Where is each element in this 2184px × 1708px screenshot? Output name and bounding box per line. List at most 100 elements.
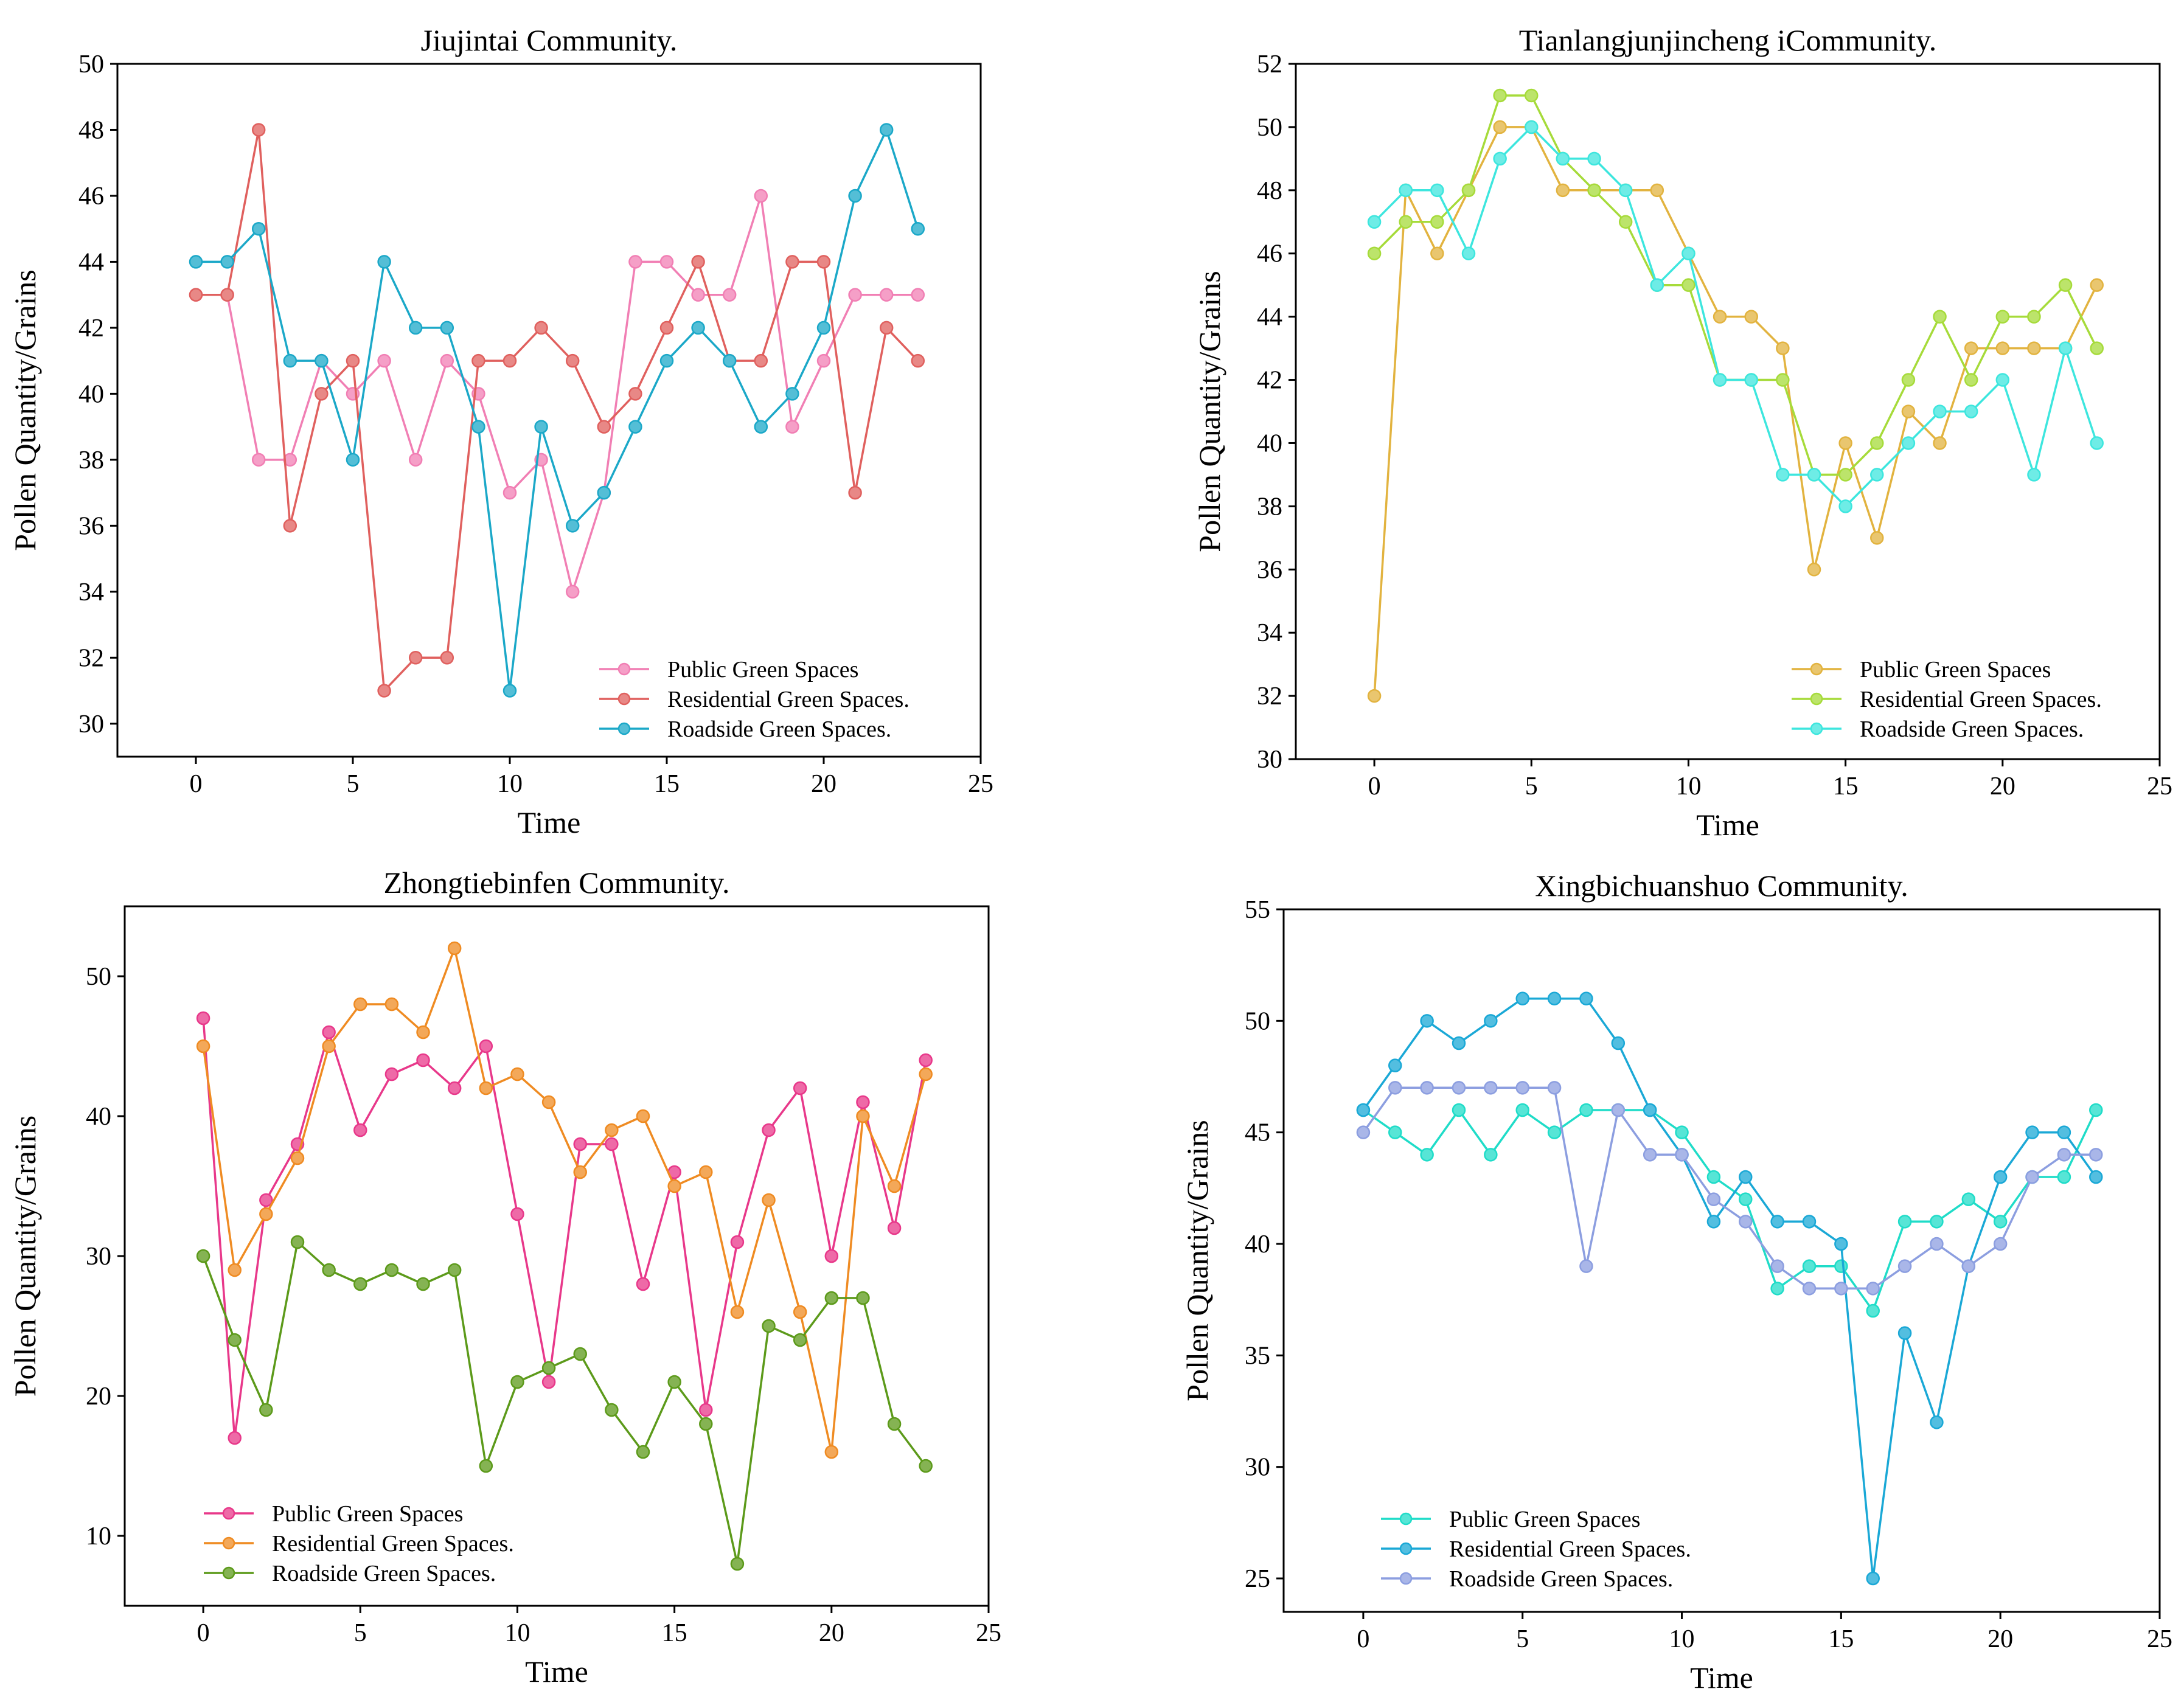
legend-marker — [1399, 1512, 1413, 1526]
data-point — [534, 420, 548, 434]
data-point — [911, 353, 925, 368]
x-tick-label: 20 — [1988, 1625, 2013, 1653]
series-3 — [196, 1235, 933, 1571]
data-point — [754, 420, 768, 434]
data-point — [2057, 1170, 2071, 1184]
legend-marker — [617, 692, 631, 706]
data-point — [1515, 991, 1529, 1005]
y-tick-label: 36 — [78, 512, 104, 540]
data-point — [1776, 373, 1790, 387]
data-point — [919, 1067, 933, 1081]
data-point — [259, 1207, 273, 1221]
y-tick-label: 30 — [86, 1243, 111, 1271]
legend-marker — [222, 1507, 235, 1520]
y-tick-label: 52 — [1257, 50, 1282, 78]
data-point — [1995, 373, 2010, 387]
x-axis-label: Time — [1696, 808, 1759, 842]
legend: Public Green Spaces Residential Green Spa… — [1381, 1507, 1691, 1592]
data-point — [1993, 1170, 2008, 1184]
data-point — [189, 255, 203, 269]
legend-marker — [222, 1566, 235, 1580]
data-point — [565, 585, 580, 599]
y-tick-label: 35 — [1245, 1342, 1270, 1370]
legend-label: Public Green Spaces — [1449, 1507, 1640, 1532]
data-point — [1961, 1192, 1976, 1206]
y-tick-label: 50 — [1257, 114, 1282, 142]
legend-marker — [222, 1536, 235, 1550]
data-point — [1547, 991, 1562, 1005]
data-point — [1643, 1103, 1657, 1117]
series-2 — [1356, 991, 2103, 1586]
data-point — [322, 1025, 336, 1040]
legend-label: Residential Green Spaces. — [667, 687, 909, 712]
chart-title: Xingbichuanshuo Community. — [1535, 869, 1908, 903]
x-tick-label: 0 — [197, 1619, 210, 1647]
data-point — [408, 321, 423, 335]
legend: Public Green Spaces Residential Green Spa… — [204, 1501, 514, 1586]
x-axis-label: Time — [1690, 1661, 1753, 1695]
data-point — [1515, 1081, 1529, 1095]
data-point — [346, 353, 360, 368]
data-point — [1461, 183, 1476, 198]
data-point — [1388, 1081, 1402, 1095]
data-point — [793, 1333, 807, 1347]
legend-label: Roadside Green Spaces. — [667, 717, 891, 742]
y-tick-label: 30 — [1257, 746, 1282, 774]
data-point — [1870, 436, 1884, 450]
data-point — [1866, 1304, 1880, 1318]
data-point — [1587, 183, 1601, 198]
chart-title: Tianlangjunjincheng iCommunity. — [1519, 23, 1937, 57]
data-point — [919, 1459, 933, 1473]
data-point — [1964, 404, 1978, 418]
data-point — [2057, 1148, 2071, 1162]
data-point — [659, 353, 674, 368]
data-point — [1493, 88, 1507, 103]
data-point — [1452, 1103, 1466, 1117]
data-point — [879, 288, 894, 302]
y-axis-label: Pollen Quantity/Grains — [8, 1116, 42, 1397]
data-point — [447, 1263, 462, 1277]
data-point — [322, 1263, 336, 1277]
data-point — [1930, 1415, 1944, 1429]
data-point — [1933, 404, 1947, 418]
data-point — [1802, 1259, 1817, 1273]
data-point — [1870, 468, 1884, 482]
data-point — [251, 221, 266, 236]
y-tick-label: 46 — [78, 182, 104, 210]
data-point — [848, 288, 862, 302]
data-point — [1834, 1237, 1848, 1251]
data-point — [416, 1277, 430, 1291]
x-tick-label: 20 — [1990, 772, 2015, 800]
data-point — [290, 1151, 305, 1165]
data-point — [1901, 373, 1916, 387]
data-point — [1484, 1148, 1498, 1162]
x-tick-label: 5 — [1516, 1625, 1529, 1653]
legend-marker — [1810, 722, 1823, 735]
legend-label: Roadside Green Spaces. — [1860, 717, 2084, 742]
data-point — [1420, 1081, 1434, 1095]
data-point — [659, 321, 674, 335]
data-point — [1802, 1215, 1817, 1229]
data-point — [1643, 1148, 1657, 1162]
data-point — [1452, 1036, 1466, 1050]
y-axis-label: Pollen Quantity/Grains — [1192, 271, 1226, 552]
data-point — [251, 123, 266, 137]
series-line — [196, 195, 918, 593]
data-point — [1611, 1036, 1626, 1050]
x-tick-label: 0 — [1368, 772, 1381, 800]
data-point — [919, 1053, 933, 1068]
data-point — [1618, 183, 1633, 198]
data-point — [2089, 1148, 2103, 1162]
x-tick-label: 25 — [976, 1619, 1001, 1647]
data-point — [816, 255, 831, 269]
data-point — [1399, 215, 1413, 229]
data-point — [416, 1053, 430, 1068]
y-tick-label: 40 — [86, 1103, 111, 1131]
data-point — [290, 1235, 305, 1249]
y-tick-label: 32 — [1257, 682, 1282, 710]
data-point — [605, 1123, 619, 1137]
data-point — [699, 1403, 713, 1417]
data-point — [1964, 341, 1978, 355]
data-point — [2090, 436, 2104, 450]
